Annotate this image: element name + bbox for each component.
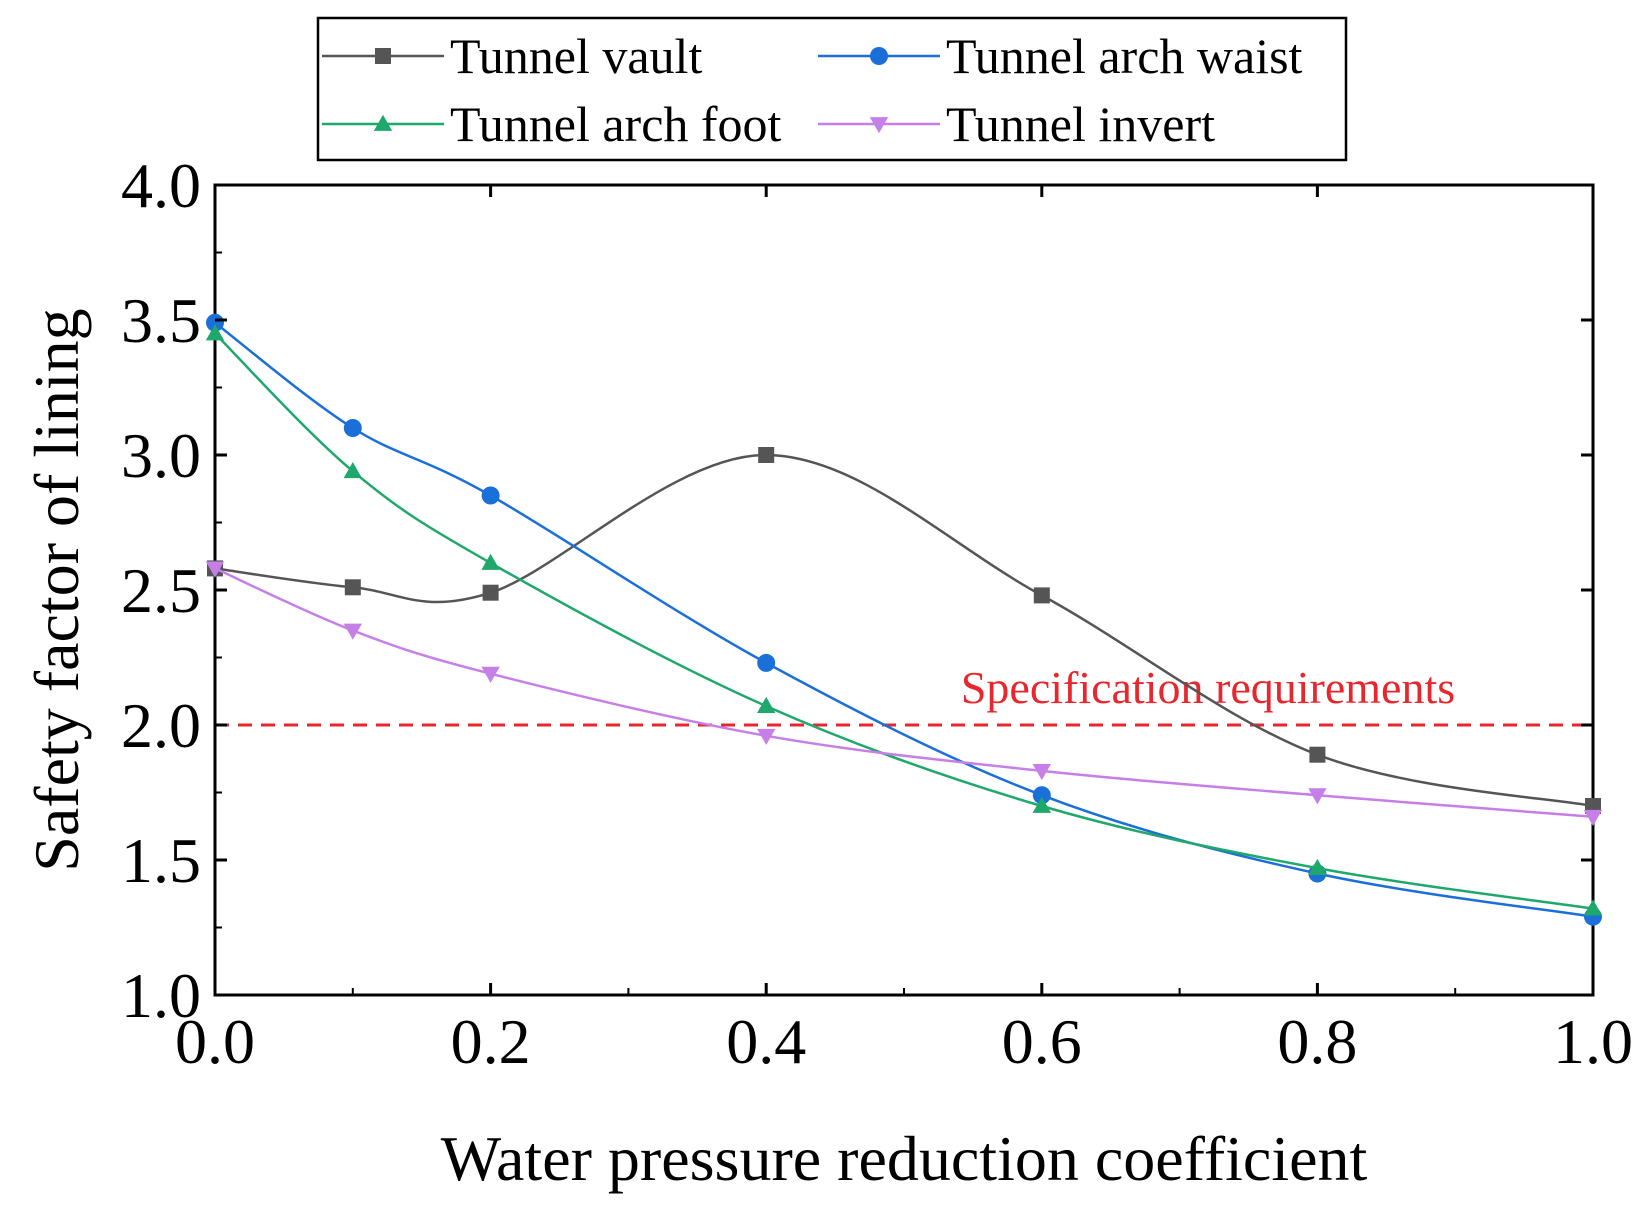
x-tick-label: 0.2 xyxy=(451,1006,531,1077)
series-line xyxy=(214,332,1594,910)
legend-swatch-marker xyxy=(375,48,391,64)
data-point xyxy=(481,486,500,505)
legend-label: Tunnel arch foot xyxy=(450,96,782,152)
data-point xyxy=(1309,746,1326,763)
x-tick-label: 0.4 xyxy=(726,1006,806,1077)
y-tick-label: 3.0 xyxy=(121,420,201,491)
y-tick-label: 1.5 xyxy=(121,825,201,896)
data-point xyxy=(1583,899,1603,916)
data-point xyxy=(343,419,362,437)
data-point xyxy=(481,666,500,683)
y-tick-label: 2.5 xyxy=(121,555,201,626)
data-point xyxy=(1308,788,1327,805)
data-point xyxy=(757,696,776,713)
x-tick-label: 0.8 xyxy=(1277,1006,1357,1077)
y-tick-label: 1.0 xyxy=(121,960,201,1031)
legend-label: Tunnel vault xyxy=(450,28,702,84)
data-point xyxy=(343,623,362,640)
legend-swatch-marker xyxy=(373,114,393,131)
series-tunnel-invert xyxy=(205,561,1603,826)
legend-box xyxy=(316,16,1348,162)
legend-item: Tunnel vault xyxy=(322,28,702,84)
legend-swatch-marker xyxy=(869,117,889,134)
data-point xyxy=(343,462,362,479)
data-point xyxy=(1033,587,1050,604)
data-point xyxy=(206,313,224,332)
reference-line-group: Specification requirements xyxy=(215,662,1593,727)
y-tick-label: 3.5 xyxy=(121,285,201,356)
plot-frame xyxy=(213,183,1595,997)
data-point xyxy=(757,728,776,745)
data-point xyxy=(344,579,361,596)
legend-item: Tunnel invert xyxy=(818,96,1215,152)
series-tunnel-arch-waist xyxy=(206,313,1602,926)
data-point xyxy=(1032,786,1051,805)
series-group xyxy=(205,313,1603,926)
y-tick-label: 4.0 xyxy=(121,150,201,221)
y-tick-label: 2.0 xyxy=(121,690,201,761)
legend-item: Tunnel arch foot xyxy=(322,96,782,152)
data-point xyxy=(1308,858,1327,875)
data-point xyxy=(1032,796,1051,813)
y-axis-title: Safety factor of lining xyxy=(21,308,92,871)
series-line xyxy=(214,453,1594,808)
legend-label: Tunnel invert xyxy=(946,96,1215,152)
data-point xyxy=(482,584,499,601)
data-point xyxy=(1032,764,1051,781)
series-tunnel-arch-foot xyxy=(205,324,1603,916)
data-point xyxy=(481,553,500,570)
series-line xyxy=(214,567,1594,819)
legend-swatch-marker xyxy=(870,47,888,65)
series-tunnel-vault xyxy=(207,447,1601,814)
specification-label: Specification requirements xyxy=(961,662,1455,713)
data-point xyxy=(758,447,775,463)
x-tick-label: 0.6 xyxy=(1002,1006,1082,1077)
x-tick-label: 0.0 xyxy=(175,1006,255,1077)
ticks-group: 0.0 0.2 0.4 0.6 0.8 1.0 1.0 1.5 2.0 2.5 3.0 3.5 4.0 xyxy=(121,150,1633,1077)
plot-area-border xyxy=(213,183,1595,997)
series-line xyxy=(214,321,1594,918)
data-point xyxy=(205,324,225,341)
legend-label: Tunnel arch waist xyxy=(946,28,1303,84)
x-axis-title: Water pressure reduction coefficient xyxy=(441,1123,1368,1194)
data-point xyxy=(205,561,225,578)
data-point xyxy=(757,653,776,672)
legend: Tunnel vault Tunnel arch waist Tunnel arch… xyxy=(316,16,1348,162)
legend-item: Tunnel arch waist xyxy=(818,28,1303,84)
x-tick-label: 1.0 xyxy=(1553,1006,1633,1077)
data-point xyxy=(1583,809,1603,826)
